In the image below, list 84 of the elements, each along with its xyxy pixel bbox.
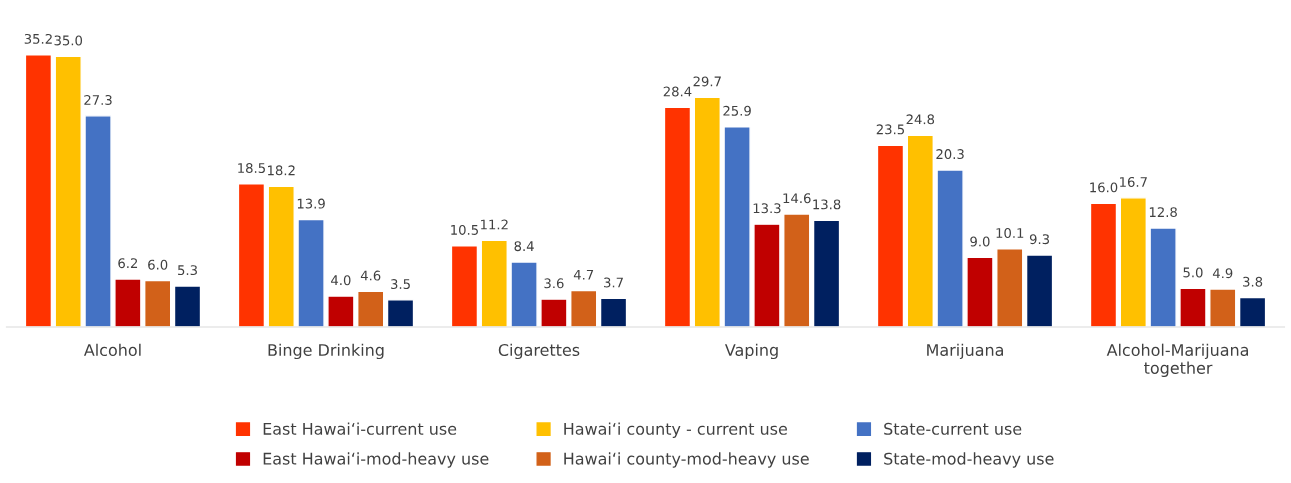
bar [540, 298, 568, 327]
data-label: 28.4 [663, 86, 692, 97]
bar [327, 295, 355, 327]
bar [693, 96, 721, 327]
bar [876, 144, 905, 327]
bar [1025, 254, 1054, 327]
bar [906, 134, 934, 327]
x-tick-label: Cigarettes [498, 343, 580, 360]
data-label: 23.5 [876, 124, 904, 135]
bar [1089, 202, 1118, 327]
data-label: 18.5 [238, 163, 265, 174]
bar [24, 54, 53, 327]
data-label: 16.7 [1120, 176, 1147, 187]
data-label: 10.1 [996, 228, 1024, 238]
data-label: 10.5 [451, 224, 478, 235]
bar [936, 169, 964, 327]
bar [173, 285, 202, 327]
data-label: 35.2 [24, 33, 52, 44]
data-label: 6.2 [118, 258, 138, 269]
bar [510, 261, 538, 327]
bar [753, 223, 781, 327]
data-label: 14.6 [783, 193, 811, 204]
bar [812, 219, 841, 327]
data-label: 3.8 [1243, 276, 1263, 287]
bar [1119, 197, 1147, 327]
data-label: 35.0 [54, 35, 83, 46]
data-label: 24.8 [906, 114, 935, 125]
data-label: 3.7 [604, 277, 623, 288]
legend-label: State-current use [884, 422, 1022, 435]
x-tick-label: Alcohol-Marijuana together [1106, 343, 1249, 377]
data-label: 13.3 [753, 203, 781, 214]
data-label: 4.9 [1212, 268, 1233, 279]
data-label: 6.0 [148, 259, 168, 270]
x-tick-label: Vaping [724, 343, 778, 360]
bar [1238, 296, 1267, 327]
bar [570, 289, 598, 327]
bar [1209, 288, 1237, 327]
data-label: 20.3 [936, 149, 964, 160]
data-label: 25.9 [723, 105, 751, 116]
bar [237, 183, 266, 327]
data-label: 11.2 [481, 219, 508, 230]
data-label: 27.3 [84, 94, 112, 105]
data-label: 4.6 [360, 270, 381, 281]
x-tick-label: Alcohol [83, 343, 141, 357]
data-label: 13.9 [297, 198, 325, 209]
bar [723, 125, 751, 327]
bar [966, 256, 994, 327]
data-label: 5.3 [178, 265, 197, 276]
data-label: 12.8 [1149, 207, 1177, 218]
bar [386, 299, 415, 327]
bar [84, 115, 112, 327]
legend-label: Hawaiʻi county - current use [564, 422, 787, 438]
bar [114, 278, 142, 327]
bar [480, 239, 508, 327]
x-tick-label: Binge Drinking [268, 343, 384, 360]
data-label: 9.0 [970, 236, 990, 247]
data-label: 3.5 [391, 279, 410, 290]
data-label: 16.0 [1090, 182, 1118, 193]
legend-label: East Hawaiʻi-mod-heavy use [263, 452, 489, 468]
data-label: 29.7 [693, 76, 721, 87]
legend-label: State-mod-heavy use [884, 452, 1054, 468]
data-label: 4.0 [331, 275, 351, 286]
data-label: 9.3 [1029, 234, 1050, 245]
bar [357, 290, 385, 327]
data-label: 8.4 [514, 241, 534, 252]
data-label: 18.2 [268, 165, 295, 176]
bar [1149, 227, 1177, 327]
bar [297, 218, 325, 327]
bar [267, 185, 295, 327]
bar [54, 55, 82, 327]
bar [996, 248, 1024, 327]
legend-label: Hawaiʻi county-mod-heavy use [564, 452, 809, 468]
bar [599, 297, 628, 327]
data-label: 4.7 [573, 269, 594, 280]
data-label: 13.8 [813, 199, 841, 210]
bar [1179, 287, 1207, 327]
bar [663, 106, 692, 327]
data-label: 5.0 [1183, 267, 1203, 278]
bar [144, 279, 172, 327]
bar [783, 213, 811, 327]
legend-label: East Hawaiʻi-current use [263, 422, 457, 435]
bar [450, 245, 479, 327]
x-tick-label: Marijuana [927, 343, 1003, 360]
data-label: 3.6 [544, 278, 564, 289]
